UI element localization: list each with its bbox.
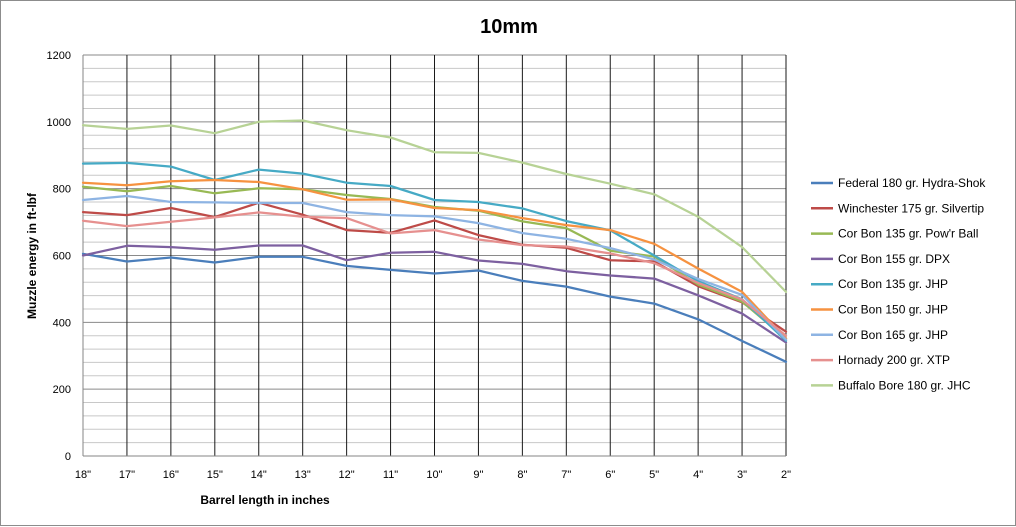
legend-item: Cor Bon 135 gr. JHP — [811, 277, 948, 291]
y-tick-label: 200 — [53, 384, 71, 396]
legend-item: Winchester 175 gr. Silvertip — [811, 201, 984, 215]
x-tick-label: 7" — [561, 469, 571, 481]
x-tick-label: 4" — [693, 469, 703, 481]
x-tick-label: 2" — [781, 469, 791, 481]
legend-item: Hornady 200 gr. XTP — [811, 353, 950, 367]
legend-label: Cor Bon 165 gr. JHP — [838, 328, 948, 342]
y-tick-label: 0 — [65, 451, 71, 463]
series-line-6 — [81, 178, 788, 340]
x-tick-label: 11" — [383, 469, 398, 481]
x-tick-label: 8" — [517, 469, 527, 481]
series-line-9 — [81, 119, 788, 294]
vertical-gridlines — [126, 55, 787, 456]
x-tick-label: 16" — [163, 469, 179, 481]
x-tick-label: 18" — [75, 469, 91, 481]
x-tick-label: 9" — [473, 469, 483, 481]
series-line-5 — [81, 161, 788, 342]
legend-label: Cor Bon 135 gr. Pow'r Ball — [838, 227, 978, 241]
legend-label: Federal 180 gr. Hydra-Shok — [838, 176, 986, 190]
legend-label: Cor Bon 150 gr. JHP — [838, 303, 948, 317]
series-line-8 — [81, 211, 788, 337]
y-tick-label: 1200 — [47, 50, 71, 62]
legend-label: Buffalo Bore 180 gr. JHC — [838, 378, 971, 392]
y-tick-label: 400 — [53, 317, 71, 329]
legend-item: Cor Bon 155 gr. DPX — [811, 252, 950, 266]
y-tick-label: 800 — [53, 184, 71, 196]
legend-label: Cor Bon 135 gr. JHP — [838, 277, 948, 291]
legend-item: Cor Bon 165 gr. JHP — [811, 328, 948, 342]
x-tick-label: 17" — [119, 469, 135, 481]
x-axis-tick-labels: 18" 17" 16" 15" 14" 13" 12" 11" 10" 9" 8" 7" 6" 5" 4" 3… — [75, 469, 791, 481]
x-tick-label: 12" — [339, 469, 355, 481]
x-tick-label: 5" — [649, 469, 659, 481]
series-line-1 — [81, 252, 788, 363]
legend-label: Hornady 200 gr. XTP — [838, 353, 950, 367]
legend-item: Federal 180 gr. Hydra-Shok — [811, 176, 986, 190]
legend-item: Cor Bon 135 gr. Pow'r Ball — [811, 227, 978, 241]
y-tick-label: 600 — [53, 251, 71, 263]
y-axis-tick-labels: 0 200 400 600 800 1000 1200 — [47, 50, 71, 463]
legend-item: Buffalo Bore 180 gr. JHC — [811, 378, 971, 392]
series-line-4 — [81, 244, 788, 344]
x-tick-label: 14" — [251, 469, 267, 481]
x-tick-label: 6" — [605, 469, 615, 481]
legend: Federal 180 gr. Hydra-Shok Winchester 175… — [811, 176, 986, 392]
y-axis-title: Muzzle energy in ft-lbf — [25, 192, 39, 319]
x-tick-label: 13" — [295, 469, 311, 481]
series-line-7 — [81, 194, 788, 341]
x-tick-label: 10" — [426, 469, 442, 481]
series-lines — [81, 119, 788, 363]
chart-title: 10mm — [480, 16, 538, 38]
legend-item: Cor Bon 150 gr. JHP — [811, 303, 948, 317]
x-axis-title: Barrel length in inches — [200, 493, 330, 507]
x-tick-label: 3" — [737, 469, 747, 481]
x-tick-label: 15" — [207, 469, 223, 481]
y-tick-label: 1000 — [47, 117, 71, 129]
legend-label: Winchester 175 gr. Silvertip — [838, 201, 984, 215]
legend-label: Cor Bon 155 gr. DPX — [838, 252, 950, 266]
